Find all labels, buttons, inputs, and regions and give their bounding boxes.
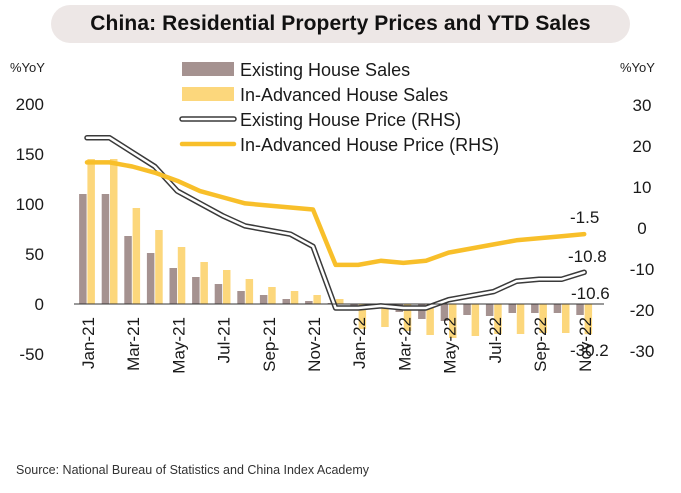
bar-advanced-sales (562, 304, 570, 333)
bar-existing-sales (531, 304, 539, 313)
bar-existing-sales (418, 304, 426, 319)
line-existing-price (85, 136, 586, 310)
bar-existing-sales (440, 304, 449, 321)
right-tick-label: -30 (630, 342, 655, 361)
x-tick-label: Jan-21 (79, 317, 98, 369)
value-annotation: -30.2 (570, 341, 609, 360)
x-axis-ticks: Jan-21 Mar-21 May-21 Jul-21 Sep-21 Nov-21 Jan-… (79, 317, 595, 374)
bar-advanced-sales (494, 304, 502, 334)
legend-label: Existing House Sales (240, 60, 410, 80)
value-annotation: -10.6 (571, 284, 610, 303)
legend-label: In-Advanced House Price (RHS) (240, 135, 499, 155)
bar-existing-sales (214, 284, 223, 304)
left-axis-unit: %YoY (10, 60, 45, 75)
bar-advanced-sales (290, 291, 299, 304)
bar-advanced-sales (87, 159, 95, 304)
bar-existing-sales (259, 295, 268, 304)
left-axis-ticks: 200 150 100 50 0 -50 (16, 95, 44, 364)
bar-advanced-sales (200, 262, 208, 304)
bar-advanced-sales (426, 304, 434, 335)
right-axis-unit-text: %YoY (620, 60, 655, 75)
x-tick-label: Jan-22 (350, 317, 369, 369)
chart-title-banner: China: Residential Property Prices and Y… (51, 5, 630, 43)
legend-swatch-bar (182, 62, 234, 76)
bar-existing-sales (508, 304, 516, 313)
right-axis-unit: %YoY (620, 60, 655, 75)
bars-group (79, 159, 593, 338)
bar-existing-sales (79, 194, 87, 304)
x-tick-label: Nov-22 (576, 317, 595, 372)
source-note: Source: National Bureau of Statistics an… (16, 463, 369, 477)
line-advanced-price (84, 160, 587, 268)
bar-existing-sales (485, 304, 494, 316)
bar-advanced-sales (313, 295, 321, 304)
right-tick-label: -20 (630, 301, 655, 320)
left-tick-label: 0 (35, 295, 44, 314)
bar-existing-sales (192, 277, 200, 304)
bar-existing-sales (576, 304, 584, 315)
legend-label: Existing House Price (RHS) (240, 110, 461, 130)
lines-group (84, 135, 587, 311)
left-axis-unit-text: %YoY (10, 60, 45, 75)
bar-existing-sales (553, 304, 562, 313)
bar-existing-sales (146, 253, 155, 304)
bar-existing-sales (237, 291, 245, 304)
value-annotation: -1.5 (570, 208, 599, 227)
left-tick-label: -50 (19, 345, 44, 364)
bar-existing-sales (124, 236, 132, 304)
x-tick-label: Sep-22 (531, 317, 550, 372)
x-tick-label: Mar-22 (395, 317, 414, 371)
right-tick-label: 20 (633, 137, 652, 156)
bar-advanced-sales (132, 208, 141, 304)
bar-existing-sales (282, 299, 290, 304)
bar-advanced-sales (110, 159, 118, 304)
bar-advanced-sales (381, 304, 389, 327)
bar-advanced-sales (449, 304, 457, 338)
bar-advanced-sales (358, 304, 367, 329)
bar-advanced-sales (155, 230, 163, 304)
x-tick-label: Jul-22 (486, 317, 505, 363)
left-tick-label: 150 (16, 145, 44, 164)
value-annotation: -10.8 (568, 247, 607, 266)
bar-advanced-sales (223, 270, 231, 304)
bar-advanced-sales (516, 304, 525, 334)
bar-existing-sales (169, 268, 177, 304)
bar-advanced-sales (403, 304, 412, 331)
x-tick-label: May-22 (441, 317, 460, 374)
right-axis-ticks: 30 20 10 0 -10 -20 -30 (630, 96, 655, 361)
right-tick-label: 0 (637, 219, 646, 238)
left-tick-label: 100 (16, 195, 44, 214)
bar-advanced-sales (177, 247, 186, 304)
right-tick-label: 10 (633, 178, 652, 197)
bar-existing-sales (463, 304, 471, 315)
left-tick-label: 50 (25, 245, 44, 264)
bar-advanced-sales (471, 304, 480, 336)
bar-existing-sales (350, 304, 358, 306)
bar-existing-sales (305, 301, 313, 304)
chart-title: China: Residential Property Prices and Y… (90, 12, 591, 35)
right-tick-label: -10 (630, 260, 655, 279)
left-tick-label: 200 (16, 95, 44, 114)
legend-swatch-bar (182, 87, 234, 101)
value-annotations: -1.5 -10.8 -10.6 -30.2 (568, 208, 610, 360)
bar-advanced-sales (268, 287, 276, 304)
bar-advanced-sales (539, 304, 547, 333)
x-tick-label: May-21 (169, 317, 188, 374)
x-tick-label: Mar-21 (124, 317, 143, 371)
legend-label: In-Advanced House Sales (240, 85, 448, 105)
bar-advanced-sales (245, 279, 254, 304)
bar-existing-sales (101, 194, 110, 304)
x-tick-label: Jul-21 (215, 317, 234, 363)
right-tick-label: 30 (633, 96, 652, 115)
x-tick-label: Sep-21 (260, 317, 279, 372)
x-tick-label: Nov-21 (305, 317, 324, 372)
bar-advanced-sales (336, 299, 344, 304)
legend: Existing House Sales In-Advanced House Sa… (179, 60, 499, 155)
bar-advanced-sales (584, 304, 593, 335)
